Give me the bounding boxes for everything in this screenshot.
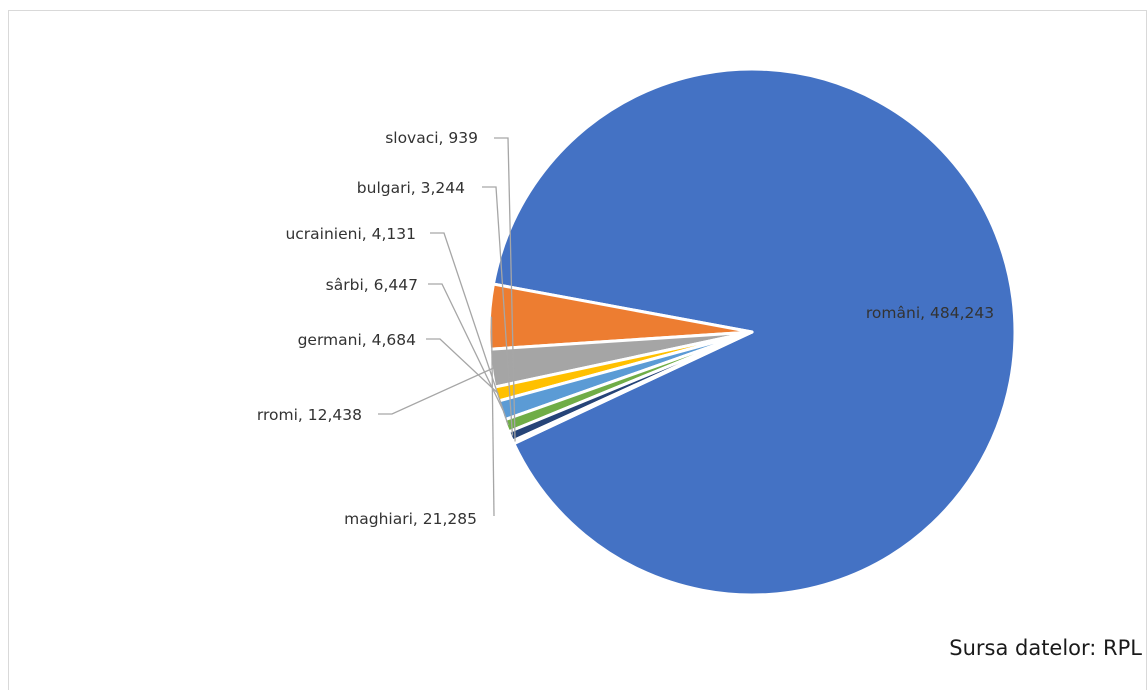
pie-slice-români [491,67,1017,597]
leader-line-germani [426,338,499,395]
data-label-bulgari: bulgari, 3,244 [357,179,465,197]
leader-line-sârbi [428,283,504,411]
chart-area [8,10,1147,690]
data-label-români: români, 484,243 [866,304,994,322]
data-label-slovaci: slovaci, 939 [385,129,478,147]
data-label-maghiari: maghiari, 21,285 [344,510,477,528]
data-label-germani: germani, 4,684 [298,331,416,349]
leader-line-bulgari [482,186,514,436]
leader-line-maghiari [490,316,495,517]
leader-line-ucrainieni [430,232,509,426]
data-labels: români, 484,243 maghiari, 21,285 rromi, 12… [257,129,994,528]
leader-line-slovaci [494,137,516,442]
leader-lines [378,137,516,517]
pie-slices [487,67,1017,597]
source-note: Sursa datelor: RPL [949,636,1142,660]
data-label-rromi: rromi, 12,438 [257,406,362,424]
pie-slice-slovaci [511,330,754,446]
leader-line-rromi [378,367,494,415]
data-label-ucrainieni: ucrainieni, 4,131 [285,225,416,243]
data-label-sârbi: sârbi, 6,447 [326,276,418,294]
